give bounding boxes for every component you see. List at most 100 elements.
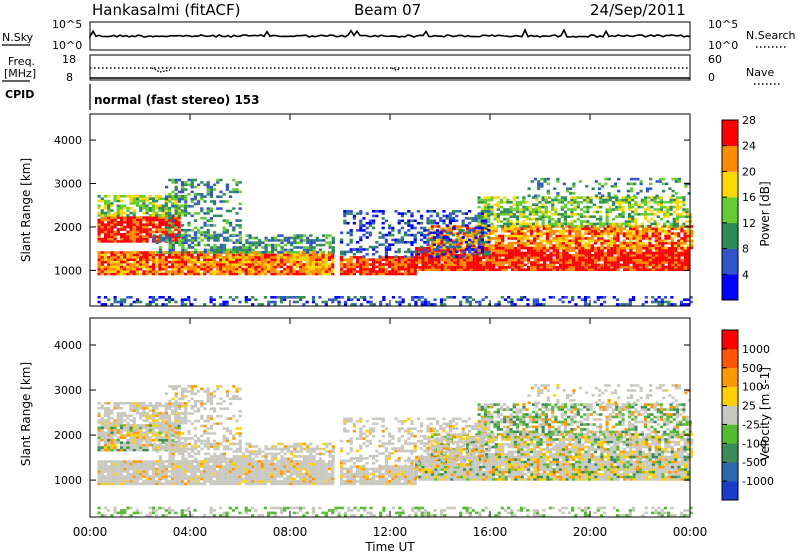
power-cell	[145, 225, 149, 229]
power-cell	[542, 298, 546, 301]
power-cell	[440, 229, 444, 233]
power-cell	[263, 258, 268, 261]
velocity-cell	[155, 411, 159, 415]
power-cell	[378, 263, 382, 266]
power-cell	[242, 248, 246, 252]
power-cell	[579, 213, 584, 216]
velocity-cell	[119, 416, 124, 420]
power-cell	[461, 224, 465, 227]
power-cell	[680, 254, 684, 257]
power-cell	[420, 231, 424, 235]
power-cell	[177, 256, 181, 259]
velocity-cell	[167, 404, 172, 408]
power-cell	[650, 205, 654, 209]
power-cell	[573, 205, 577, 209]
power-cell	[413, 267, 417, 271]
power-cell	[552, 239, 556, 243]
power-cell	[424, 268, 428, 271]
power-cell	[365, 226, 369, 230]
velocity-cell	[135, 436, 140, 439]
power-cell	[235, 270, 239, 273]
power-cell	[605, 196, 609, 199]
power-cell	[563, 203, 568, 206]
velocity-cell	[155, 431, 159, 435]
power-cell	[420, 250, 424, 254]
power-cell	[190, 190, 194, 194]
power-cell	[539, 232, 543, 235]
power-cell	[531, 217, 536, 221]
power-cell	[667, 229, 671, 233]
power-cell	[551, 203, 555, 206]
power-cell	[651, 234, 655, 238]
power-cell	[488, 227, 492, 231]
power-cell	[270, 270, 274, 273]
power-cell	[594, 266, 598, 269]
power-cell	[573, 208, 577, 211]
power-cell	[352, 253, 356, 256]
power-cell	[356, 260, 360, 264]
power-cell	[384, 233, 388, 237]
power-cell	[365, 253, 369, 256]
power-cell	[356, 270, 360, 273]
power-cell	[103, 204, 108, 208]
power-cell	[267, 300, 271, 304]
velocity-cell	[113, 406, 117, 410]
power-cell	[639, 251, 643, 255]
power-cell	[165, 216, 169, 220]
power-cell	[238, 248, 243, 252]
velocity-cell	[161, 404, 165, 408]
power-cell	[116, 265, 120, 269]
power-cell	[439, 245, 443, 249]
power-cell	[674, 258, 678, 262]
power-cell	[184, 209, 188, 213]
velocity-cell	[145, 406, 149, 410]
power-cell	[539, 266, 543, 269]
power-cell	[209, 216, 213, 220]
power-cell	[400, 265, 404, 269]
power-cell	[235, 263, 239, 266]
power-cell	[667, 263, 671, 267]
power-cell	[276, 263, 280, 266]
power-cell	[283, 243, 287, 247]
power-cell	[359, 212, 363, 215]
velocity-cell	[129, 419, 133, 422]
power-cell	[440, 244, 444, 247]
power-cell	[244, 298, 248, 301]
power-cell	[533, 194, 538, 198]
power-cell	[480, 238, 484, 242]
power-cell	[340, 272, 344, 276]
power-cell	[404, 250, 408, 254]
power-cell	[197, 202, 201, 206]
power-cell	[529, 227, 534, 231]
power-cell	[181, 246, 185, 249]
power-cell	[206, 239, 211, 242]
power-cell	[308, 263, 312, 266]
power-cell	[485, 261, 489, 264]
power-cell	[161, 267, 165, 271]
power-cell	[110, 223, 114, 226]
power-cell	[174, 263, 178, 266]
power-cell	[183, 267, 188, 271]
power-cell	[123, 267, 127, 271]
power-cell	[589, 222, 593, 226]
power-cell	[190, 265, 194, 269]
power-cell	[511, 266, 515, 269]
power-cell	[661, 246, 665, 250]
power-cell	[627, 222, 632, 226]
power-cell	[433, 241, 438, 245]
power-cell	[607, 268, 611, 271]
power-cell	[107, 260, 111, 264]
power-cell	[388, 265, 392, 269]
power-cell	[468, 238, 472, 242]
power-cell	[491, 268, 495, 271]
power-cell	[629, 237, 633, 240]
power-cell	[382, 296, 386, 299]
power-cell	[119, 240, 124, 243]
power-cell	[436, 221, 440, 225]
power-cell	[539, 246, 543, 250]
power-cell	[225, 228, 229, 232]
power-cell	[578, 263, 582, 267]
power-cell	[280, 234, 284, 237]
power-cell	[622, 239, 626, 243]
velocity-cell	[135, 406, 140, 410]
